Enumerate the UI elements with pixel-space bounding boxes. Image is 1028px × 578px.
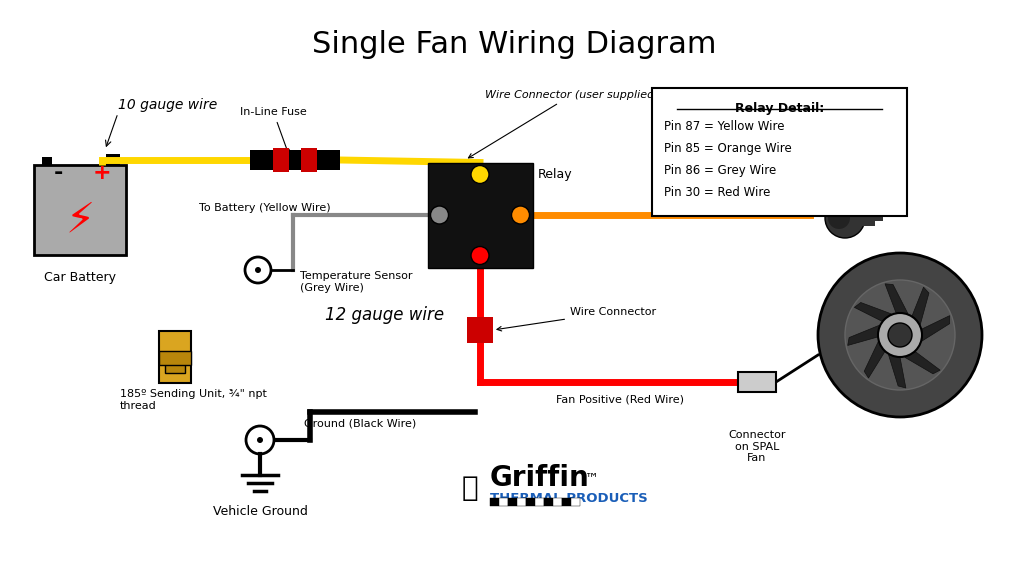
- Text: -: -: [53, 163, 63, 183]
- Bar: [553, 498, 562, 506]
- Bar: [875, 213, 883, 221]
- Circle shape: [471, 165, 489, 183]
- Text: Pin 30 = Red Wire: Pin 30 = Red Wire: [664, 186, 770, 199]
- Bar: [508, 498, 517, 506]
- Bar: [544, 498, 553, 506]
- Circle shape: [512, 206, 529, 224]
- Text: Car Battery: Car Battery: [44, 271, 116, 284]
- Text: Connector
on SPAL
Fan: Connector on SPAL Fan: [728, 430, 785, 463]
- Polygon shape: [848, 325, 879, 346]
- Bar: [535, 498, 544, 506]
- Circle shape: [845, 280, 955, 390]
- Text: Pin 86 = Grey Wire: Pin 86 = Grey Wire: [664, 164, 776, 177]
- Text: Fan Positive (Red Wire): Fan Positive (Red Wire): [556, 395, 684, 405]
- Text: Ignition “ON” Power Source: Ignition “ON” Power Source: [713, 175, 867, 185]
- Bar: [490, 498, 499, 506]
- Circle shape: [825, 198, 865, 238]
- Bar: [428, 162, 533, 268]
- Polygon shape: [912, 287, 929, 325]
- Text: Relay Detail:: Relay Detail:: [735, 102, 824, 115]
- Text: (Orange Wire): (Orange Wire): [750, 161, 830, 171]
- Bar: [34, 165, 126, 255]
- Text: 🦁: 🦁: [462, 474, 478, 502]
- Text: +: +: [93, 163, 111, 183]
- Text: In-Line Fuse: In-Line Fuse: [240, 107, 306, 154]
- Circle shape: [471, 246, 489, 265]
- Text: Relay: Relay: [538, 168, 573, 181]
- Bar: [106, 154, 120, 165]
- Bar: [499, 498, 508, 506]
- Circle shape: [257, 437, 263, 443]
- Text: ⚡: ⚡: [865, 190, 882, 214]
- Bar: [517, 498, 526, 506]
- Polygon shape: [922, 316, 950, 341]
- Bar: [526, 498, 535, 506]
- Text: Griffin: Griffin: [490, 464, 590, 492]
- Bar: [159, 351, 191, 365]
- Circle shape: [818, 253, 982, 417]
- Polygon shape: [905, 352, 941, 374]
- Text: 185º Sending Unit, ¾" npt
thread: 185º Sending Unit, ¾" npt thread: [120, 389, 267, 411]
- Bar: [301, 148, 317, 172]
- Text: ⚡: ⚡: [66, 199, 95, 241]
- Polygon shape: [854, 302, 891, 321]
- Text: Vehicle Ground: Vehicle Ground: [213, 505, 307, 518]
- Bar: [571, 498, 580, 506]
- Text: Single Fan Wiring Diagram: Single Fan Wiring Diagram: [311, 30, 717, 59]
- Text: 10 gauge wire: 10 gauge wire: [118, 98, 217, 112]
- Circle shape: [878, 313, 922, 357]
- Bar: [855, 211, 875, 226]
- Circle shape: [828, 207, 850, 229]
- Text: 12 gauge wire: 12 gauge wire: [326, 306, 444, 324]
- Text: To Battery (Yellow Wire): To Battery (Yellow Wire): [199, 203, 331, 213]
- Polygon shape: [865, 342, 885, 378]
- Polygon shape: [888, 355, 906, 388]
- Text: Wire Connector: Wire Connector: [497, 307, 656, 331]
- Text: Ground (Black Wire): Ground (Black Wire): [304, 419, 416, 429]
- Circle shape: [431, 206, 448, 224]
- Bar: [652, 88, 907, 216]
- Circle shape: [245, 257, 271, 283]
- Bar: [467, 317, 493, 343]
- Circle shape: [255, 267, 261, 273]
- Bar: [250, 150, 340, 170]
- Polygon shape: [885, 284, 908, 314]
- Bar: [273, 148, 289, 172]
- Text: Pin 85 = Orange Wire: Pin 85 = Orange Wire: [664, 142, 792, 155]
- Circle shape: [246, 426, 274, 454]
- Text: Wire Connector (user supplied): Wire Connector (user supplied): [469, 90, 659, 158]
- Bar: [738, 372, 776, 392]
- Text: Pin 87 = Yellow Wire: Pin 87 = Yellow Wire: [664, 120, 784, 133]
- Bar: [166, 359, 185, 373]
- Text: THERMAL PRODUCTS: THERMAL PRODUCTS: [490, 491, 648, 505]
- Text: Temperature Sensor
(Grey Wire): Temperature Sensor (Grey Wire): [300, 271, 412, 293]
- Bar: [562, 498, 571, 506]
- Circle shape: [888, 323, 912, 347]
- Text: ™: ™: [585, 471, 599, 485]
- Bar: [159, 331, 191, 383]
- Bar: [42, 157, 52, 165]
